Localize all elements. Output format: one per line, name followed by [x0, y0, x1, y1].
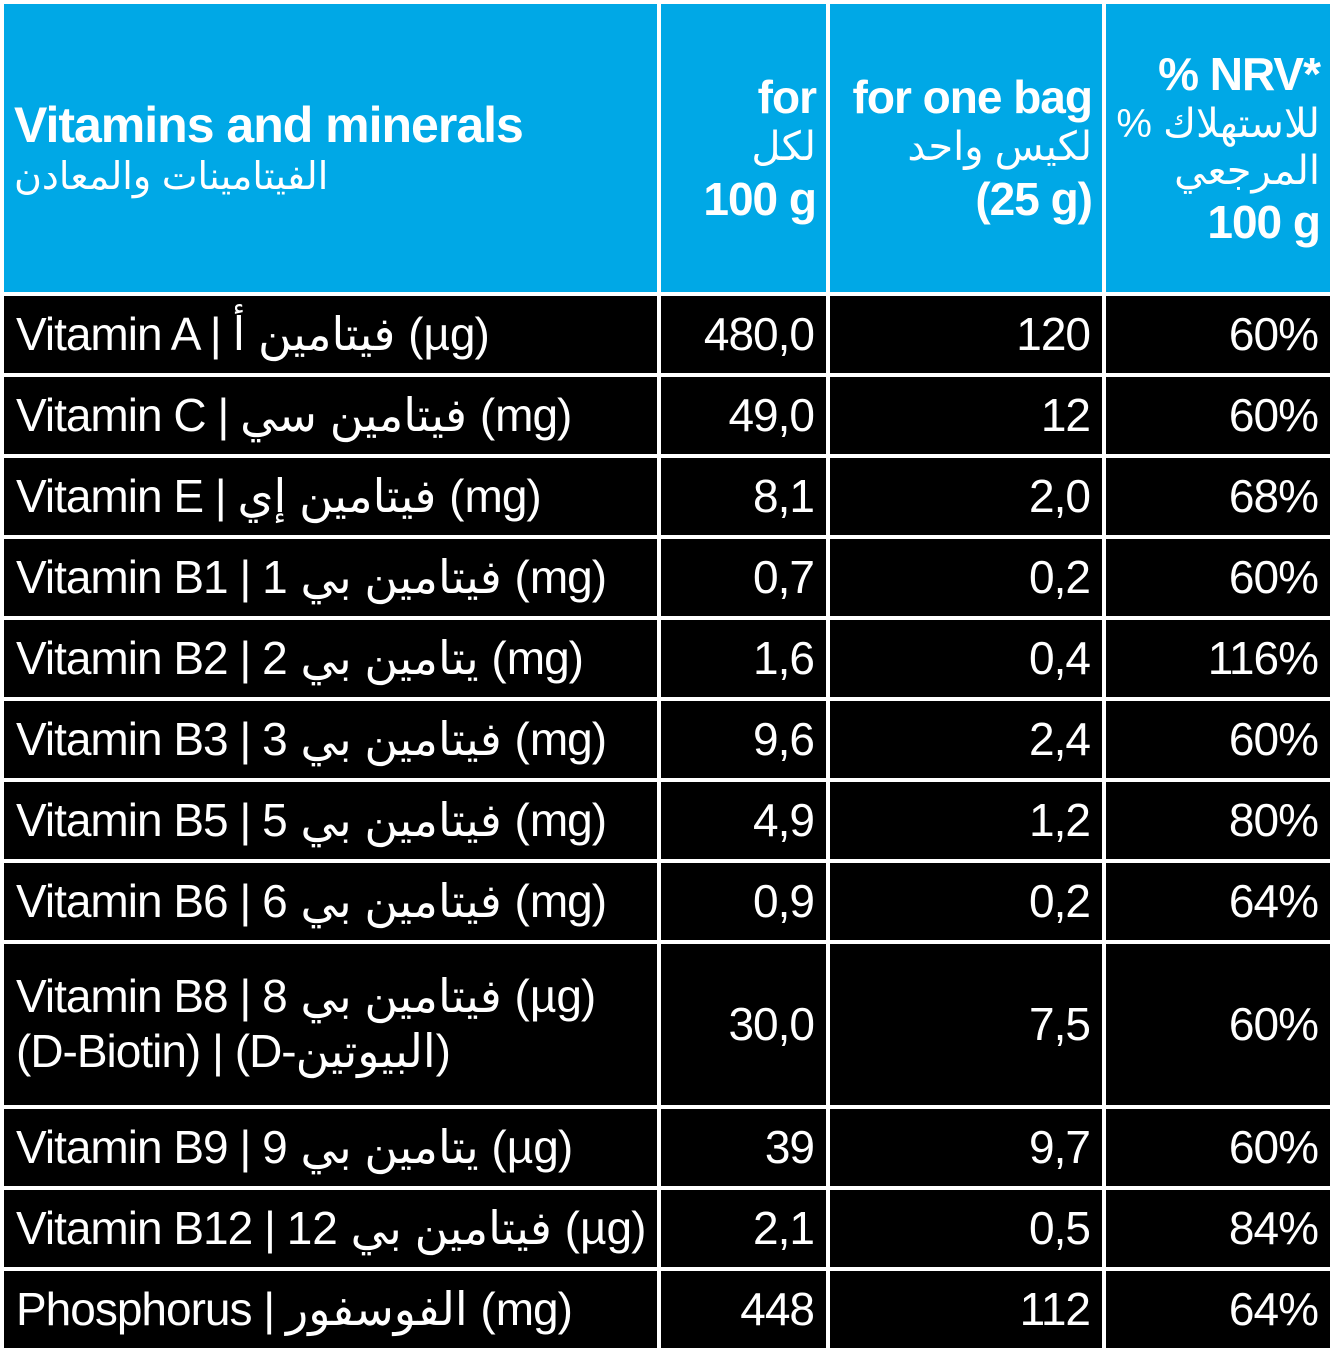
value-nrv-percent: 60% — [1106, 943, 1330, 1106]
value-per-100g: 0,7 — [661, 538, 826, 616]
header-perbag-line: لكيس واحد — [907, 125, 1093, 170]
header-title-en: Vitamins and minerals — [14, 97, 524, 154]
nutrient-name: Vitamin B3 | فيتامين بي 3 (mg) — [16, 712, 608, 765]
value-per-bag: 112 — [830, 1271, 1102, 1348]
nutrient-name: Vitamin B12 | فيتامين بي 12 (µg) — [16, 1201, 647, 1254]
value-per-100g: 480,0 — [661, 296, 826, 373]
nutrient-name-cell: Vitamin B3 | فيتامين بي 3 (mg) — [4, 700, 657, 778]
value-nrv-percent: 116% — [1106, 619, 1330, 697]
nutrient-name: Vitamin B1 | فيتامين بي 1 (mg) — [16, 550, 608, 603]
nutrient-name: Vitamin B6 | فيتامين بي 6 (mg) — [16, 874, 608, 927]
value-nrv-percent: 60% — [1106, 376, 1330, 454]
table-header-row: Vitamins and minerals الفيتامينات والمعا… — [4, 4, 1330, 292]
header-title-ar: الفيتامينات والمعادن — [14, 156, 329, 199]
header-per-bag: for one bag لكيس واحد (25 g) — [830, 4, 1102, 292]
value-per-bag: 9,7 — [830, 1109, 1102, 1187]
nutrient-name: Phosphorus | الفوسفور (mg) — [16, 1282, 574, 1335]
table-row: Vitamin B1 | فيتامين بي 1 (mg) 0,7 0,2 60% — [4, 538, 1330, 616]
value-nrv-percent: 84% — [1106, 1190, 1330, 1267]
header-per-100g: for لكل 100 g — [661, 4, 826, 292]
header-perbag-line: (25 g) — [975, 172, 1093, 225]
value-per-100g: 49,0 — [661, 376, 826, 454]
table-row: Vitamin B3 | فيتامين بي 3 (mg) 9,6 2,4 60% — [4, 700, 1330, 778]
table-body: Vitamin A | فيتامين أ (µg) 480,0 120 60% Vit… — [4, 296, 1330, 1348]
value-per-bag: 120 — [830, 296, 1102, 373]
value-per-100g: 39 — [661, 1109, 826, 1187]
value-per-bag: 7,5 — [830, 943, 1102, 1106]
value-per-100g: 8,1 — [661, 457, 826, 535]
value-per-100g: 0,9 — [661, 862, 826, 940]
value-nrv-percent: 60% — [1106, 296, 1330, 373]
value-nrv-percent: 80% — [1106, 781, 1330, 859]
value-per-100g: 1,6 — [661, 619, 826, 697]
header-nrv-line: المرجعي — [1174, 149, 1321, 193]
nutrient-name: Vitamin B2 | يتامين بي 2 (mg) — [16, 631, 585, 684]
table-row: Vitamin B9 | يتامين بي 9 (µg) 39 9,7 60% — [4, 1109, 1330, 1187]
value-per-100g: 9,6 — [661, 700, 826, 778]
header-per100-line: 100 g — [703, 172, 817, 225]
value-per-100g: 4,9 — [661, 781, 826, 859]
table-row: Vitamin E | فيتامين إي (mg) 8,1 2,0 68% — [4, 457, 1330, 535]
table-row: Vitamin A | فيتامين أ (µg) 480,0 120 60% — [4, 296, 1330, 373]
value-per-bag: 0,2 — [830, 862, 1102, 940]
nutrient-name: Vitamin A | فيتامين أ (µg) — [16, 307, 491, 360]
value-nrv-percent: 60% — [1106, 538, 1330, 616]
nutrient-name: Vitamin B5 | فيتامين بي 5 (mg) — [16, 793, 608, 846]
nutrient-name: Vitamin E | فيتامين إي (mg) — [16, 469, 543, 522]
value-nrv-percent: 64% — [1106, 862, 1330, 940]
nutrient-name: (D-Biotin) | (D-البيوتين) — [16, 1025, 451, 1078]
value-per-bag: 2,4 — [830, 700, 1102, 778]
header-perbag-line: for one bag — [852, 71, 1093, 124]
header-nrv-line: % للاستهلاك — [1116, 101, 1321, 146]
value-nrv-percent: 68% — [1106, 457, 1330, 535]
value-per-bag: 0,5 — [830, 1190, 1102, 1267]
nutrient-name-cell: Vitamin E | فيتامين إي (mg) — [4, 457, 657, 535]
value-nrv-percent: 60% — [1106, 700, 1330, 778]
value-per-100g: 2,1 — [661, 1190, 826, 1267]
table-row: Vitamin C | فيتامين سي (mg) 49,0 12 60% — [4, 376, 1330, 454]
header-per100-line: لكل — [751, 125, 817, 170]
nutrient-name-cell: Vitamin B5 | فيتامين بي 5 (mg) — [4, 781, 657, 859]
header-nrv: % NRV* % للاستهلاك المرجعي 100 g — [1106, 4, 1330, 292]
nutrient-name-cell: Vitamin B8 | فيتامين بي 8 (µg) (D-Biotin)… — [4, 943, 657, 1106]
nutrient-name-cell: Vitamin A | فيتامين أ (µg) — [4, 296, 657, 373]
table-row: Vitamin B8 | فيتامين بي 8 (µg) (D-Biotin)… — [4, 943, 1330, 1106]
header-name-column: Vitamins and minerals الفيتامينات والمعا… — [4, 4, 657, 292]
nutrient-name-cell: Vitamin C | فيتامين سي (mg) — [4, 376, 657, 454]
table-row: Vitamin B2 | يتامين بي 2 (mg) 1,6 0,4 116% — [4, 619, 1330, 697]
nutrient-name-cell: Vitamin B6 | فيتامين بي 6 (mg) — [4, 862, 657, 940]
value-per-bag: 0,4 — [830, 619, 1102, 697]
nutrient-name-cell: Vitamin B12 | فيتامين بي 12 (µg) — [4, 1190, 657, 1267]
value-per-bag: 12 — [830, 376, 1102, 454]
table-row: Vitamin B12 | فيتامين بي 12 (µg) 2,1 0,5 84… — [4, 1190, 1330, 1267]
value-per-bag: 2,0 — [830, 457, 1102, 535]
value-nrv-percent: 64% — [1106, 1271, 1330, 1348]
nutrient-name-cell: Vitamin B2 | يتامين بي 2 (mg) — [4, 619, 657, 697]
table-row: Vitamin B5 | فيتامين بي 5 (mg) 4,9 1,2 80% — [4, 781, 1330, 859]
value-per-100g: 30,0 — [661, 943, 826, 1106]
value-per-bag: 0,2 — [830, 538, 1102, 616]
nutrient-name: Vitamin C | فيتامين سي (mg) — [16, 388, 573, 441]
value-nrv-percent: 60% — [1106, 1109, 1330, 1187]
nutrient-name: Vitamin B8 | فيتامين بي 8 (µg) — [16, 970, 597, 1023]
nutrient-name: Vitamin B9 | يتامين بي 9 (µg) — [16, 1120, 574, 1173]
nutrient-name-cell: Phosphorus | الفوسفور (mg) — [4, 1271, 657, 1348]
value-per-bag: 1,2 — [830, 781, 1102, 859]
header-nrv-line: % NRV* — [1158, 47, 1321, 100]
value-per-100g: 448 — [661, 1271, 826, 1348]
table-row: Phosphorus | الفوسفور (mg) 448 112 64% — [4, 1271, 1330, 1348]
header-per100-line: for — [757, 71, 817, 124]
header-nrv-line: 100 g — [1207, 196, 1321, 249]
nutrient-name-cell: Vitamin B1 | فيتامين بي 1 (mg) — [4, 538, 657, 616]
nutrient-name-cell: Vitamin B9 | يتامين بي 9 (µg) — [4, 1109, 657, 1187]
table-row: Vitamin B6 | فيتامين بي 6 (mg) 0,9 0,2 64% — [4, 862, 1330, 940]
